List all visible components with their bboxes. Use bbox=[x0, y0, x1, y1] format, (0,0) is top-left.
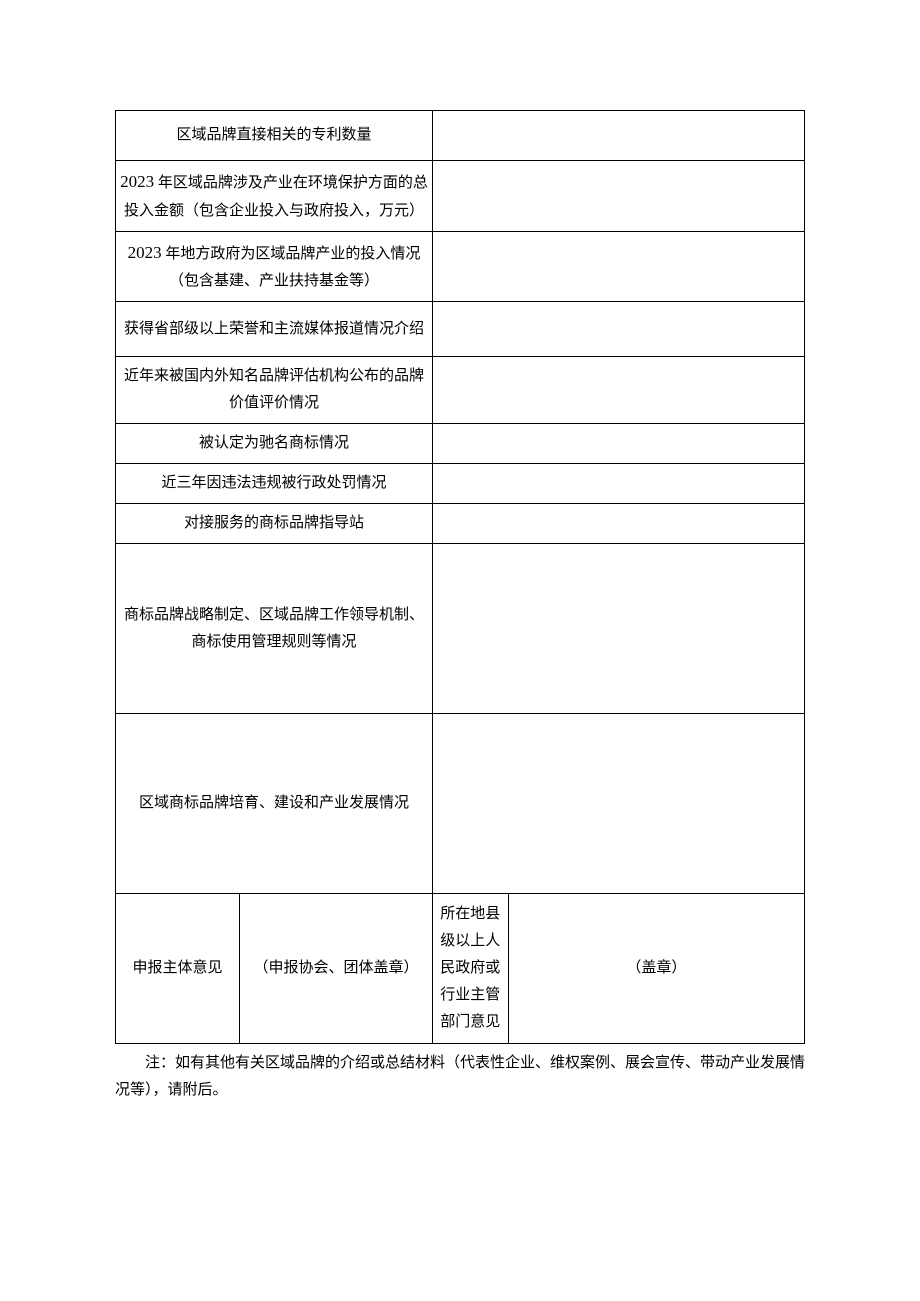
row-value bbox=[432, 302, 804, 357]
table-row: 对接服务的商标品牌指导站 bbox=[116, 504, 805, 544]
row-label: 2023 年地方政府为区域品牌产业的投入情况（包含基建、产业扶持基金等） bbox=[116, 231, 433, 302]
table-row: 近三年因违法违规被行政处罚情况 bbox=[116, 464, 805, 504]
row-label: 获得省部级以上荣誉和主流媒体报道情况介绍 bbox=[116, 302, 433, 357]
applicant-stamp-cell: （申报协会、团体盖章） bbox=[240, 894, 433, 1044]
row-value bbox=[432, 714, 804, 894]
table-row: 获得省部级以上荣誉和主流媒体报道情况介绍 bbox=[116, 302, 805, 357]
gov-stamp-cell: （盖章） bbox=[508, 894, 804, 1044]
row-label: 商标品牌战略制定、区域品牌工作领导机制、商标使用管理规则等情况 bbox=[116, 544, 433, 714]
applicant-opinion-label: 申报主体意见 bbox=[116, 894, 240, 1044]
row-label: 对接服务的商标品牌指导站 bbox=[116, 504, 433, 544]
footnote-text: 注：如有其他有关区域品牌的介绍或总结材料（代表性企业、维权案例、展会宣传、带动产… bbox=[115, 1050, 805, 1104]
signature-row: 申报主体意见 （申报协会、团体盖章） 所在地县级以上人民政府或行业主管部门意见 … bbox=[116, 894, 805, 1044]
table-row: 被认定为驰名商标情况 bbox=[116, 424, 805, 464]
table-row: 2023 年地方政府为区域品牌产业的投入情况（包含基建、产业扶持基金等） bbox=[116, 231, 805, 302]
row-label: 被认定为驰名商标情况 bbox=[116, 424, 433, 464]
gov-opinion-label: 所在地县级以上人民政府或行业主管部门意见 bbox=[432, 894, 508, 1044]
row-value bbox=[432, 424, 804, 464]
row-label: 区域品牌直接相关的专利数量 bbox=[116, 111, 433, 161]
row-value bbox=[432, 464, 804, 504]
table-row: 区域商标品牌培育、建设和产业发展情况 bbox=[116, 714, 805, 894]
row-label: 2023 年区域品牌涉及产业在环境保护方面的总投入金额（包含企业投入与政府投入，… bbox=[116, 161, 433, 232]
row-value bbox=[432, 504, 804, 544]
row-value bbox=[432, 231, 804, 302]
row-label: 区域商标品牌培育、建设和产业发展情况 bbox=[116, 714, 433, 894]
document-page: 区域品牌直接相关的专利数量2023 年区域品牌涉及产业在环境保护方面的总投入金额… bbox=[0, 0, 920, 1164]
row-label: 近三年因违法违规被行政处罚情况 bbox=[116, 464, 433, 504]
table-row: 2023 年区域品牌涉及产业在环境保护方面的总投入金额（包含企业投入与政府投入，… bbox=[116, 161, 805, 232]
row-value bbox=[432, 544, 804, 714]
table-row: 近年来被国内外知名品牌评估机构公布的品牌价值评价情况 bbox=[116, 357, 805, 424]
row-label: 近年来被国内外知名品牌评估机构公布的品牌价值评价情况 bbox=[116, 357, 433, 424]
table-row: 区域品牌直接相关的专利数量 bbox=[116, 111, 805, 161]
row-value bbox=[432, 161, 804, 232]
table-row: 商标品牌战略制定、区域品牌工作领导机制、商标使用管理规则等情况 bbox=[116, 544, 805, 714]
row-value bbox=[432, 357, 804, 424]
form-table: 区域品牌直接相关的专利数量2023 年区域品牌涉及产业在环境保护方面的总投入金额… bbox=[115, 110, 805, 1044]
row-value bbox=[432, 111, 804, 161]
